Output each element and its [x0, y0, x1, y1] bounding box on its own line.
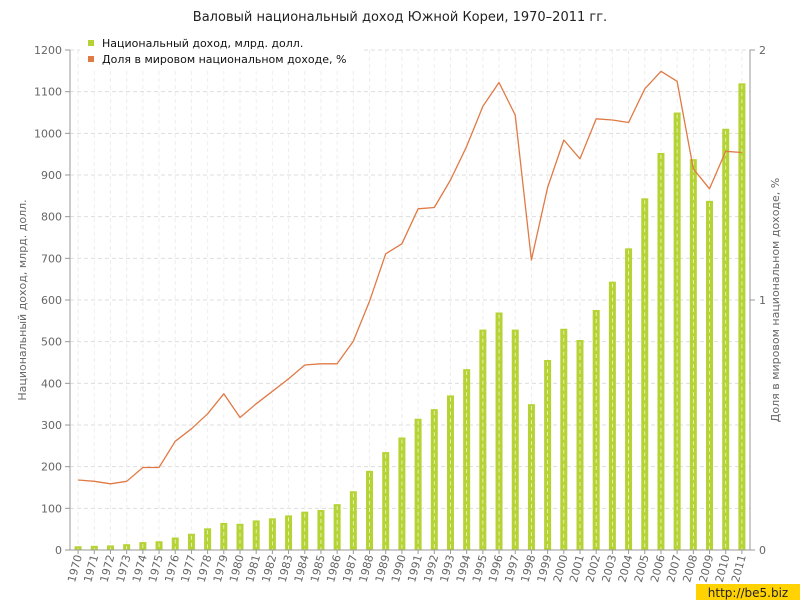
- legend: Национальный доход, млрд. долл. Доля в м…: [80, 33, 362, 71]
- y-tick-label-left: 900: [41, 169, 62, 182]
- bar-fill: [463, 369, 471, 550]
- y-tick-label-left: 1000: [34, 127, 62, 140]
- watermark-text: http://be5.biz: [708, 586, 788, 600]
- y-tick-label-left: 800: [41, 211, 62, 224]
- bar: [608, 281, 616, 550]
- bar-fill: [430, 409, 438, 550]
- bar: [657, 152, 665, 550]
- bar: [301, 511, 309, 550]
- bar-fill: [382, 452, 390, 550]
- bar: [317, 510, 325, 550]
- bar: [139, 542, 147, 550]
- bar: [204, 528, 212, 550]
- bar: [544, 360, 552, 550]
- y-axis-label-right: Доля в мировом национальном доходе, %: [769, 178, 782, 422]
- bar-fill: [187, 533, 195, 550]
- bar-fill: [171, 537, 179, 550]
- bar: [625, 248, 633, 551]
- bar: [689, 159, 697, 550]
- bar: [592, 310, 600, 550]
- bar: [446, 395, 454, 550]
- bar-fill: [608, 281, 616, 550]
- y-tick-label-left: 700: [41, 252, 62, 265]
- series-line-share: [78, 70, 742, 485]
- bar-fill: [722, 128, 730, 550]
- bar-fill: [349, 491, 357, 550]
- bar: [285, 515, 293, 550]
- bar: [463, 369, 471, 550]
- bar: [479, 329, 487, 550]
- bar: [155, 541, 163, 550]
- bar: [74, 546, 82, 550]
- legend-swatch-income: [88, 40, 94, 46]
- bar: [673, 112, 681, 550]
- bar: [268, 518, 276, 550]
- bar-fill: [592, 310, 600, 550]
- bar-fill: [706, 200, 714, 551]
- bar: [738, 83, 746, 550]
- watermark-bg: [696, 584, 800, 600]
- bar: [252, 520, 260, 550]
- bar-fill: [74, 546, 82, 550]
- bar-fill: [398, 437, 406, 550]
- legend-label-share: Доля в мировом национальном доходе, %: [102, 53, 346, 66]
- bar: [560, 328, 568, 550]
- bar: [366, 470, 374, 550]
- bar: [511, 329, 519, 550]
- bar: [90, 545, 98, 550]
- bar-fill: [446, 395, 454, 550]
- legend-swatch-share: [88, 56, 94, 62]
- y-tick-label-left: 400: [41, 377, 62, 390]
- y-axis-label-left: Национальный доход, млрд. долл.: [16, 199, 29, 400]
- bar-fill: [673, 112, 681, 550]
- y-tick-label-left: 1200: [34, 44, 62, 57]
- legend-label-income: Национальный доход, млрд. долл.: [102, 37, 303, 50]
- y-tick-label-left: 0: [55, 544, 62, 557]
- bar-fill: [689, 159, 697, 550]
- bar: [576, 340, 584, 550]
- bar-fill: [641, 198, 649, 551]
- bar-fill: [576, 340, 584, 550]
- y-tick-label-left: 600: [41, 294, 62, 307]
- bar: [398, 437, 406, 550]
- bar-fill: [333, 504, 341, 550]
- y-tick-label-left: 300: [41, 419, 62, 432]
- watermark: http://be5.biz: [696, 584, 800, 600]
- bar: [220, 522, 228, 550]
- bar-fill: [252, 520, 260, 550]
- y-tick-label-right: 0: [759, 544, 766, 557]
- bar: [430, 409, 438, 550]
- legend-box: [80, 33, 362, 71]
- bar: [123, 544, 131, 550]
- line-layer: [78, 70, 742, 485]
- y-tick-label-left: 200: [41, 461, 62, 474]
- bar: [722, 128, 730, 550]
- bar: [527, 404, 535, 550]
- bar: [495, 312, 503, 550]
- bar-fill: [220, 522, 228, 550]
- chart-title: Валовый национальный доход Южной Кореи, …: [193, 10, 607, 25]
- bar-fill: [268, 518, 276, 550]
- bars-layer: [74, 83, 746, 551]
- bar: [236, 523, 244, 550]
- bar: [706, 200, 714, 551]
- bar-fill: [236, 523, 244, 550]
- bar: [382, 452, 390, 550]
- bar: [333, 504, 341, 550]
- bar: [641, 198, 649, 551]
- y-tick-label-left: 500: [41, 336, 62, 349]
- y-tick-label-left: 100: [41, 502, 62, 515]
- bar: [106, 545, 114, 550]
- y-tick-label-right: 1: [759, 294, 766, 307]
- bar: [171, 537, 179, 550]
- bar: [414, 418, 422, 550]
- bar-fill: [495, 312, 503, 550]
- bar: [187, 533, 195, 550]
- y-tick-label-left: 1100: [34, 86, 62, 99]
- y-tick-label-right: 2: [759, 44, 766, 57]
- bar: [349, 491, 357, 550]
